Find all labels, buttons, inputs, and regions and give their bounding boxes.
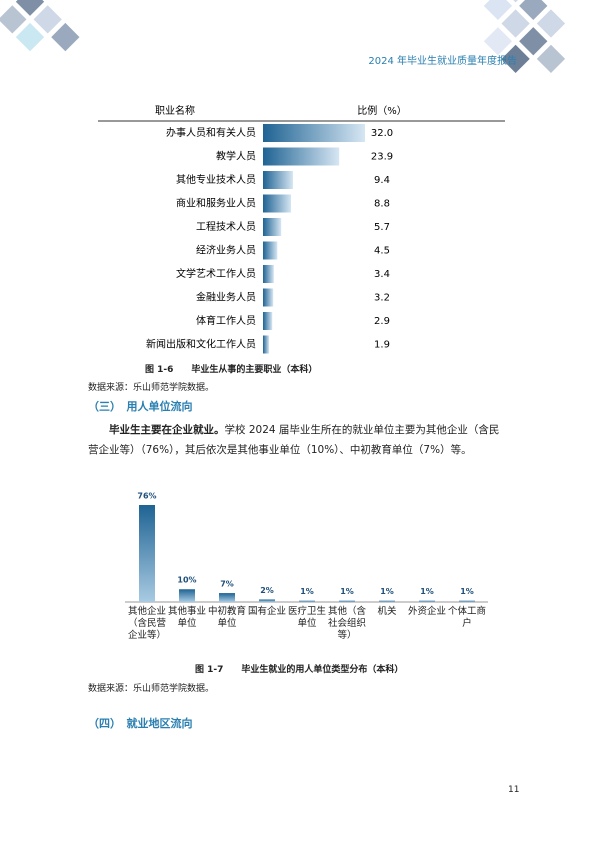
value-label: 1.9 xyxy=(374,340,390,351)
value-label: 1% xyxy=(300,587,314,596)
category-label: 其他专业技术人员 xyxy=(176,173,256,186)
bar xyxy=(419,600,435,602)
paragraph: 毕业生主要在企业就业。学校 2024 届毕业生所在的就业单位主要为其他企业（含民… xyxy=(88,420,508,460)
category-label: 金融业务人员 xyxy=(196,291,256,304)
bar xyxy=(263,335,270,354)
bar xyxy=(263,288,274,307)
value-label: 4.5 xyxy=(374,246,390,257)
bar xyxy=(263,171,293,189)
section-heading: （四） 就业地区流向 xyxy=(88,717,193,730)
source: 数据来源：乐山师范学院数据。 xyxy=(88,684,215,694)
value-label: 2% xyxy=(260,586,274,595)
source: 数据来源：乐山师范学院数据。 xyxy=(88,383,215,393)
column-header: 比例（%） xyxy=(357,104,407,117)
category-label: 个体工商户 xyxy=(447,606,486,629)
bar xyxy=(379,600,395,602)
bar xyxy=(459,600,475,602)
chart: 76% 10% 7% 2% 1% 1% 1% 1% 1% xyxy=(125,492,488,603)
category-label: 文学艺术工作人员 xyxy=(176,267,256,280)
value-label: 1% xyxy=(420,587,434,596)
text: 学校 2024 届毕业生所在的就业单位主要为其他企业（含民营企业等）（76%），… xyxy=(88,424,500,456)
value-label: 8.8 xyxy=(374,199,390,210)
bar xyxy=(263,194,292,213)
bar xyxy=(179,589,195,602)
bar xyxy=(259,599,275,602)
value-label: 9.4 xyxy=(374,175,390,186)
bar xyxy=(263,124,365,142)
caption: 图 1-7 毕业生就业的用人单位类型分布（本科） xyxy=(195,665,404,675)
category-label: 经济业务人员 xyxy=(196,244,256,257)
category-label: 体育工作人员 xyxy=(196,314,256,327)
category-label: 外资企业 xyxy=(407,606,446,617)
category-label: 其他事业单位 xyxy=(167,606,206,629)
value-label: 2.9 xyxy=(374,316,390,327)
page-number: 11 xyxy=(508,785,520,795)
value-label: 1% xyxy=(340,587,354,596)
value-label: 5.7 xyxy=(374,222,390,233)
lead: 毕业生主要在企业就业。 xyxy=(109,424,225,436)
value-label: 32.0 xyxy=(371,128,393,139)
value-label: 3.2 xyxy=(374,293,390,304)
bar xyxy=(139,505,155,602)
caption: 图 1-6 毕业生从事的主要职业（本科） xyxy=(145,365,318,375)
bar xyxy=(263,312,273,330)
decoration xyxy=(0,0,80,52)
page-header: 2024 年毕业生就业质量年度报告 xyxy=(368,56,517,67)
column-header: 职业名称 xyxy=(155,104,195,117)
value-label: 7% xyxy=(220,580,234,589)
category-label: 商业和服务业人员 xyxy=(176,197,256,210)
category-label: 医疗卫生单位 xyxy=(287,606,326,629)
category-label: 国有企业 xyxy=(247,606,286,617)
category-label: 其他（含社会组织等） xyxy=(327,606,366,641)
category-label: 教学人员 xyxy=(216,150,256,163)
value-label: 76% xyxy=(137,492,156,501)
value-label: 1% xyxy=(380,587,394,596)
value-label: 1% xyxy=(460,587,474,596)
value-label: 3.4 xyxy=(374,269,390,280)
bar xyxy=(339,600,355,602)
category-label: 新闻出版和文化工作人员 xyxy=(146,338,256,351)
section-heading: （三） 用人单位流向 xyxy=(88,400,193,413)
category-label: 工程技术人员 xyxy=(196,220,256,233)
bar xyxy=(263,265,274,283)
bar xyxy=(263,147,340,166)
value-label: 10% xyxy=(177,576,196,585)
value-label: 23.9 xyxy=(371,152,393,163)
bar xyxy=(219,593,235,602)
bar xyxy=(263,218,282,236)
category-label: 机关 xyxy=(377,606,397,617)
chart: 职业名称 比例（%） 办事人员和有关人员 32.0 教学人员 23.9 其他专业技术人员… xyxy=(98,104,505,354)
category-label: 中初教育单位 xyxy=(207,606,246,629)
category-label: 办事人员和有关人员 xyxy=(166,126,256,139)
bar xyxy=(299,600,315,602)
category-label: 其他企业（含民营企业等） xyxy=(127,606,166,641)
decoration xyxy=(483,0,566,74)
bar xyxy=(263,241,278,260)
